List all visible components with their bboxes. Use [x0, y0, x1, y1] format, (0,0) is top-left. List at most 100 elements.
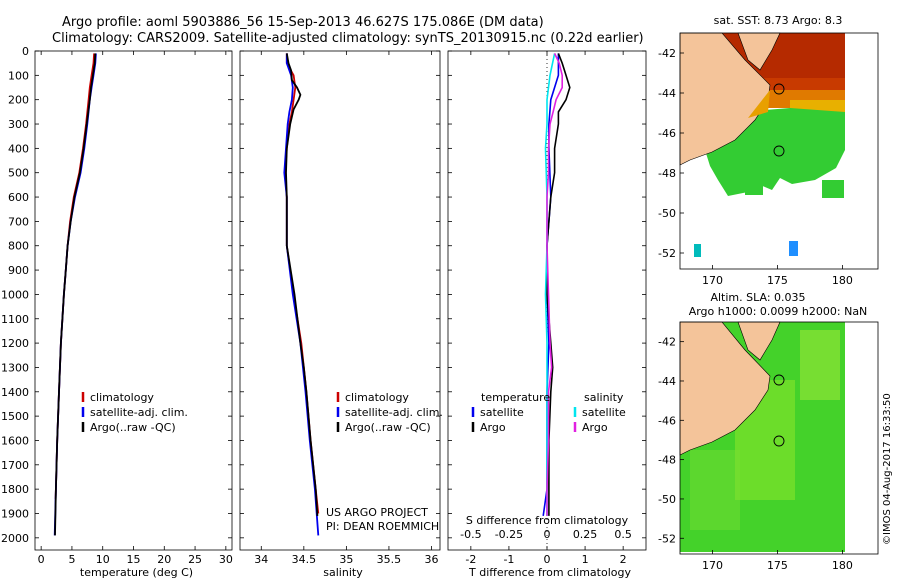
y-tick-label: 900: [8, 264, 29, 277]
figure-title-line1: Argo profile: aoml 5903886_56 15-Sep-201…: [62, 15, 544, 30]
argo-position-marker-sst: [773, 145, 785, 157]
lat-tick-label: -42: [658, 47, 676, 60]
lat-tick-label: -42: [658, 336, 676, 349]
s-tick-label: -0.5: [460, 528, 481, 541]
s-tick-label: 0.5: [614, 528, 632, 541]
legend-label: Argo(..raw -QC): [90, 421, 176, 434]
lat-tick-label: -52: [658, 247, 676, 260]
sst-map-title: sat. SST: 8.73 Argo: 8.3: [714, 14, 843, 27]
legend-label: Argo(..raw -QC): [345, 421, 431, 434]
x-axis-label: temperature (deg C): [80, 566, 193, 579]
difference-profile-chart: -2 -1 0 1 2T difference from climatology -0.5…: [447, 50, 647, 579]
x-tick-label: 5: [68, 553, 75, 566]
y-tick-label: 800: [8, 240, 29, 253]
y-tick-label: 1700: [1, 459, 29, 472]
plot-frame: [34, 50, 233, 551]
y-tick-label: 0: [22, 45, 29, 58]
y-tick-label: 100: [8, 69, 29, 82]
series-argo: [54, 53, 97, 536]
series-argo: [285, 53, 319, 516]
lat-tick-label: -48: [658, 454, 676, 467]
x-tick-label: 0: [544, 553, 551, 566]
sla-map-image: [679, 321, 845, 552]
x-tick-label: 25: [188, 553, 202, 566]
y-tick-label: 1200: [1, 337, 29, 350]
y-tick-label: 700: [8, 215, 29, 228]
y-tick-label: 600: [8, 191, 29, 204]
legend-label: satellite: [582, 406, 626, 419]
s-tick-label: 0.25: [573, 528, 598, 541]
pi-annotation: PI: DEAN ROEMMICH: [326, 520, 439, 533]
legend-title-salinity: salinity: [584, 391, 624, 404]
y-tick-label: 1300: [1, 361, 29, 374]
series-t-argo: [546, 53, 571, 516]
sla-map-title-line1: Altim. SLA: 0.035: [710, 291, 805, 304]
x-axis-label: T difference from climatology: [468, 566, 631, 579]
series-s-argo: [546, 53, 563, 516]
y-tick-label: 400: [8, 142, 29, 155]
y-tick-label: 300: [8, 118, 29, 131]
nearby-marker-sla: [773, 374, 785, 386]
x-tick-label: 20: [157, 553, 171, 566]
lon-tick-label: 170: [702, 559, 723, 572]
lat-tick-label: -44: [658, 87, 676, 100]
s-axis-label: S difference from climatology: [466, 514, 629, 527]
lat-tick-label: -48: [658, 167, 676, 180]
lat-tick-label: -52: [658, 532, 676, 545]
figure-title-line2: Climatology: CARS2009. Satellite-adjuste…: [52, 31, 644, 46]
nearby-marker-sst: [773, 83, 785, 95]
sla-map-title-line2: Argo h1000: 0.0099 h2000: NaN: [689, 305, 868, 318]
y-tick-label: 500: [8, 167, 29, 180]
y-tick-label: 2000: [1, 532, 29, 545]
y-tick-label: 1100: [1, 313, 29, 326]
legend-label: satellite: [480, 406, 524, 419]
x-tick-label: 34: [254, 553, 268, 566]
imos-watermark: ©IMOS 04-Aug-2017 16:33:50: [882, 393, 893, 545]
y-tick-label: 1800: [1, 483, 29, 496]
lat-tick-label: -46: [658, 127, 676, 140]
y-tick-label: 1600: [1, 434, 29, 447]
lon-tick-label: 175: [767, 274, 788, 287]
x-tick-label: 35: [339, 553, 353, 566]
x-tick-label: 2: [620, 553, 627, 566]
argo-position-marker-sla: [773, 435, 785, 447]
x-tick-label: -2: [465, 553, 476, 566]
temperature-profile-chart: 0 5 10 15 20 25 300100200300400500600700800900…: [1, 45, 233, 579]
project-annotation: US ARGO PROJECT: [326, 506, 428, 519]
x-tick-label: 36: [424, 553, 438, 566]
legend-label: satellite-adj. clim.: [345, 406, 443, 419]
legend-label: climatology: [345, 391, 409, 404]
sla-map: Altim. SLA: 0.035 Argo h1000: 0.0099 h20…: [658, 291, 879, 572]
salinity-profile-chart: 34 34.5 35 35.5 36 salinity climatology satelli…: [239, 50, 443, 579]
legend-label: climatology: [90, 391, 154, 404]
lat-tick-label: -44: [658, 375, 676, 388]
y-tick-label: 1400: [1, 386, 29, 399]
x-tick-label: 0: [38, 553, 45, 566]
legend-label: Argo: [582, 421, 608, 434]
y-tick-label: 1000: [1, 288, 29, 301]
x-tick-label: 35.5: [377, 553, 402, 566]
lat-tick-label: -50: [658, 493, 676, 506]
y-tick-label: 200: [8, 94, 29, 107]
x-axis-label: salinity: [323, 566, 363, 579]
plot-frame: [239, 50, 441, 551]
x-tick-label: 1: [582, 553, 589, 566]
x-tick-label: 30: [219, 553, 233, 566]
legend-title-temperature: temperature: [481, 391, 550, 404]
sst-map: sat. SST: 8.73 Argo: 8.3 -42 -44 -46 -48 -50…: [658, 14, 879, 287]
x-tick-label: 34.5: [292, 553, 317, 566]
lon-tick-label: 170: [702, 274, 723, 287]
y-tick-label: 1900: [1, 507, 29, 520]
lon-tick-label: 180: [832, 274, 853, 287]
legend-label: Argo: [480, 421, 506, 434]
lat-tick-label: -50: [658, 207, 676, 220]
legend-label: satellite-adj. clim.: [90, 406, 188, 419]
x-tick-label: -1: [503, 553, 514, 566]
series-satellite-adj: [53, 53, 97, 536]
sst-map-image: [679, 32, 845, 257]
x-tick-label: 15: [127, 553, 141, 566]
y-tick-label: 1500: [1, 410, 29, 423]
lon-tick-label: 175: [767, 559, 788, 572]
x-tick-label: 10: [96, 553, 110, 566]
